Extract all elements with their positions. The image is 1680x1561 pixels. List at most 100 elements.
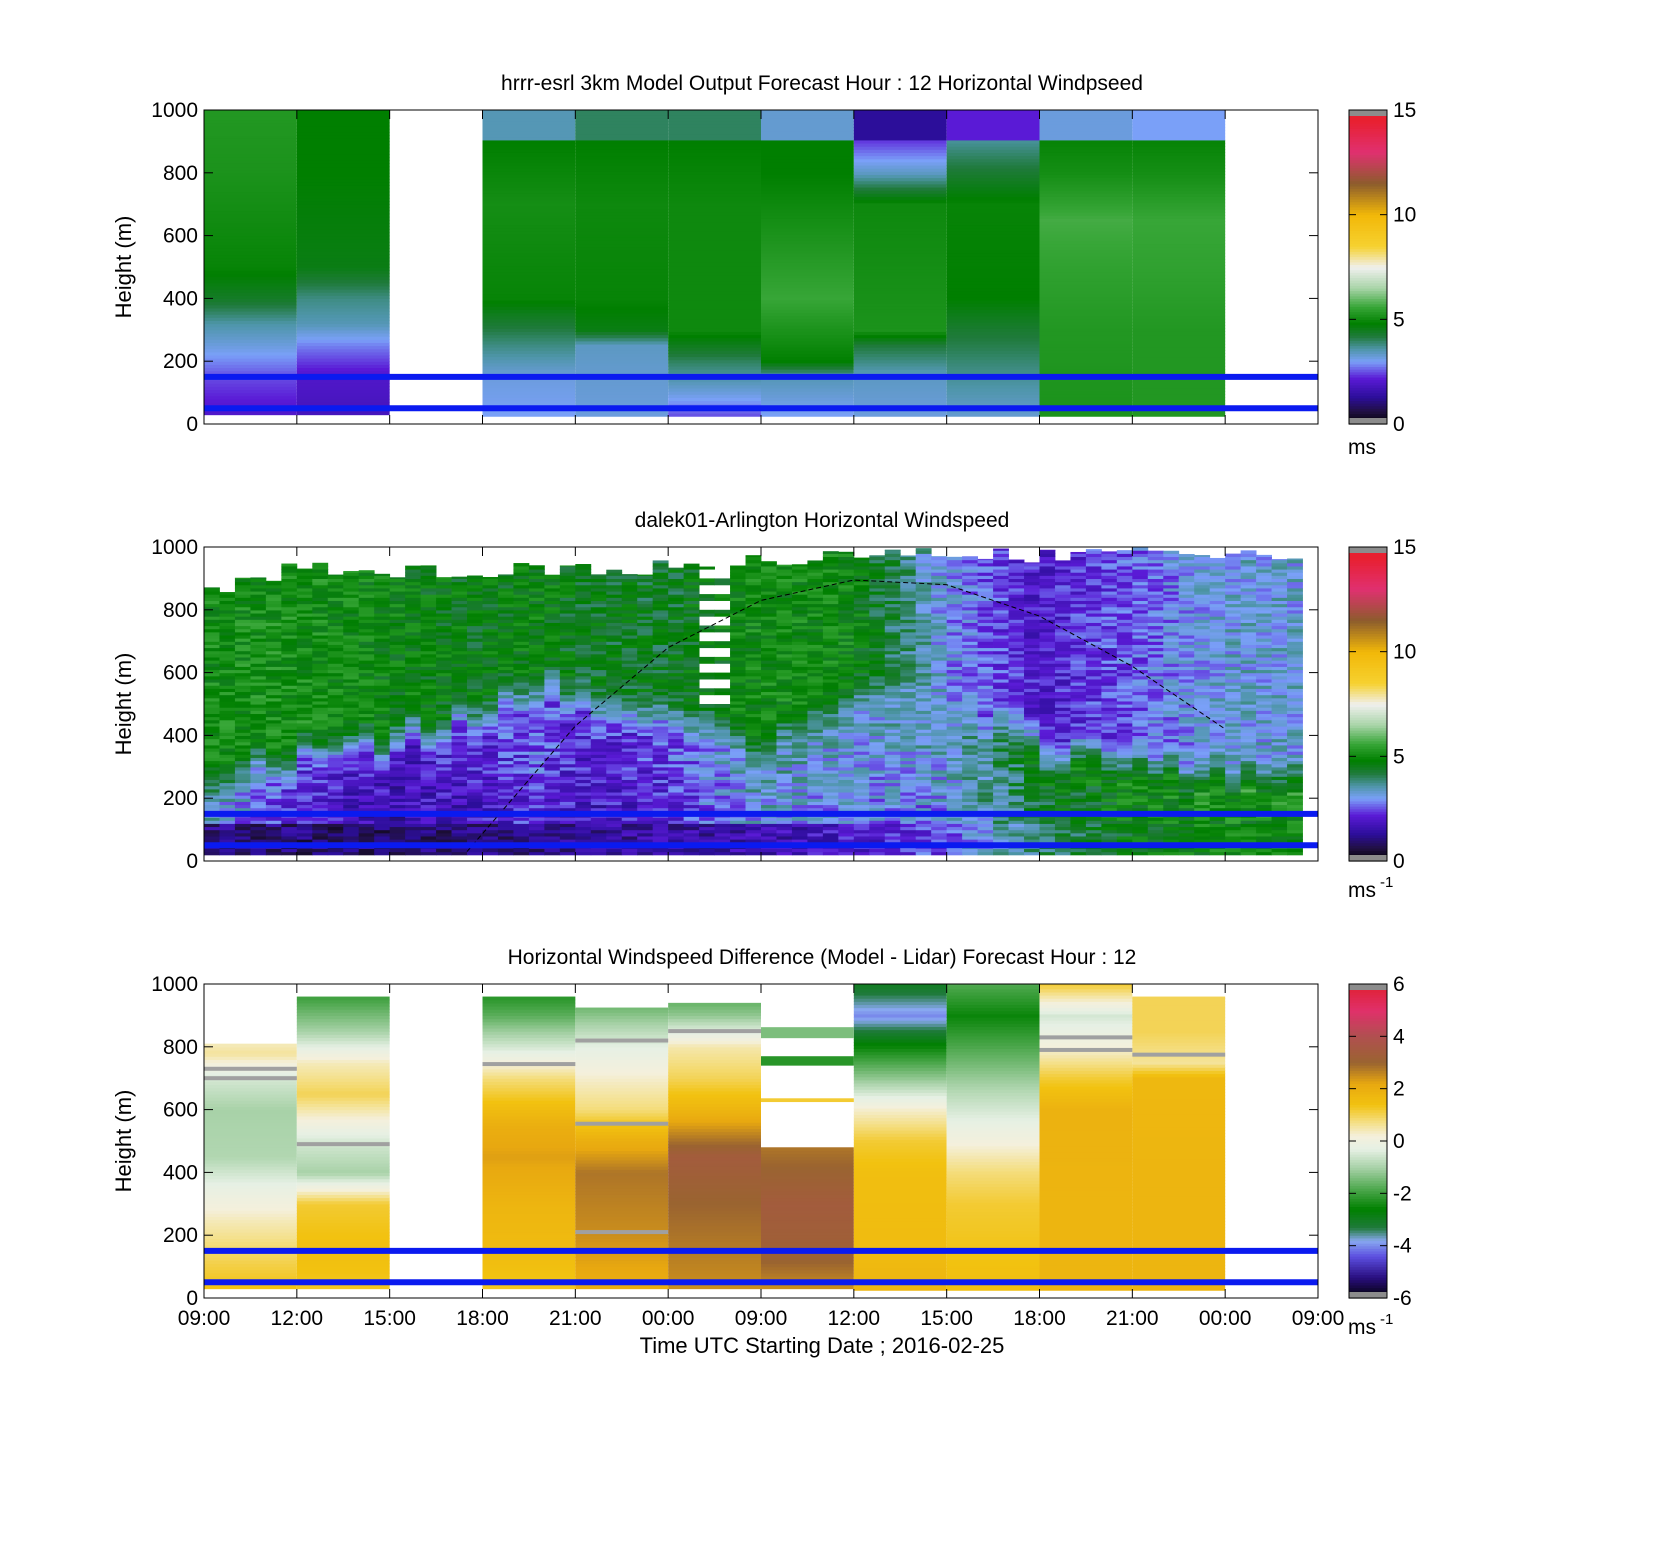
heatmap-cell [807, 600, 824, 605]
heatmap-cell [807, 754, 824, 758]
heatmap-cell [621, 798, 638, 802]
heatmap-cell [497, 779, 514, 784]
heatmap-cell [730, 656, 746, 661]
heatmap-cell [745, 672, 762, 677]
heatmap-cell [1039, 271, 1133, 276]
heatmap-cell [575, 691, 592, 696]
heatmap-cell [281, 732, 298, 736]
heatmap-cell [482, 653, 499, 658]
heatmap-cell [745, 795, 762, 799]
heatmap-cell [807, 562, 824, 567]
heatmap-cell [791, 707, 808, 711]
heatmap-cell [822, 700, 839, 705]
heatmap-cell [296, 223, 390, 227]
heatmap-cell [405, 788, 422, 793]
heatmap-cell [405, 722, 422, 727]
heatmap-cell [204, 666, 220, 671]
heatmap-cell [791, 650, 808, 655]
heatmap-cell [513, 704, 530, 708]
heatmap-cell [265, 820, 282, 824]
heatmap-cell [204, 738, 220, 743]
heatmap-cell [436, 694, 452, 699]
heatmap-cell [296, 326, 390, 331]
heatmap-cell [637, 795, 654, 799]
heatmap-cell [343, 735, 360, 740]
heatmap-cell [265, 678, 282, 683]
heatmap-cell [946, 114, 1040, 119]
heatmap-cell [296, 804, 313, 809]
heatmap-cell [296, 744, 313, 749]
heatmap-cell [420, 741, 437, 746]
heatmap-cell [204, 188, 297, 193]
heatmap-cell [683, 619, 700, 623]
heatmap-cell [497, 725, 514, 730]
heatmap-cell [590, 619, 607, 623]
heatmap-cell [436, 710, 452, 715]
heatmap-cell [420, 565, 437, 567]
heatmap-cell [467, 798, 483, 802]
heatmap-cell [482, 622, 499, 627]
heatmap-cell [699, 716, 715, 721]
heatmap-cell [204, 345, 297, 350]
heatmap-cell [482, 309, 576, 314]
heatmap-cell [296, 172, 390, 177]
heatmap-cell [219, 754, 236, 758]
heatmap-cell [1132, 136, 1226, 141]
heatmap-cell [1132, 340, 1226, 345]
heatmap-cell [946, 127, 1040, 132]
heatmap-cell [575, 384, 669, 389]
heatmap-cell [761, 334, 854, 339]
heatmap-cell [544, 817, 561, 821]
colorbar-segment [1349, 235, 1387, 239]
colorbar-segment [1349, 413, 1387, 417]
heatmap-cell [358, 754, 375, 758]
heatmap-cell [776, 568, 793, 573]
heatmap-cell [358, 638, 375, 642]
heatmap-cell [946, 224, 1040, 229]
heatmap-cell [683, 641, 700, 645]
heatmap-cell [776, 769, 793, 774]
heatmap-cell [497, 590, 514, 595]
heatmap-cell [761, 224, 854, 229]
heatmap-cell [420, 747, 437, 752]
heatmap-cell [204, 754, 220, 758]
colorbar-unit: ms [1348, 436, 1376, 459]
heatmap-cell [590, 590, 607, 595]
heatmap-cell [730, 795, 746, 799]
heatmap-cell [265, 732, 282, 736]
heatmap-cell [451, 685, 468, 689]
heatmap-cell [730, 747, 746, 752]
heatmap-cell [497, 653, 514, 658]
heatmap-cell [946, 400, 1040, 405]
heatmap-cell [296, 760, 313, 765]
heatmap-cell [436, 622, 452, 627]
heatmap-cell [838, 691, 855, 696]
heatmap-cell [281, 631, 298, 636]
heatmap-cell [668, 271, 761, 276]
heatmap-cell [575, 378, 669, 383]
heatmap-cell [575, 256, 669, 260]
colorbar-segment [1349, 363, 1387, 368]
heatmap-cell [714, 785, 731, 790]
heatmap-cell [822, 590, 839, 595]
heatmap-cell [606, 707, 623, 711]
heatmap-cell [838, 660, 855, 664]
heatmap-cell [652, 766, 669, 771]
heatmap-cell [405, 804, 422, 809]
heatmap-cell [482, 600, 499, 605]
heatmap-cell [296, 779, 313, 784]
heatmap-cell [761, 127, 854, 132]
heatmap-cell [312, 804, 329, 809]
heatmap-cell [451, 638, 468, 642]
heatmap-cell [838, 663, 855, 667]
heatmap-cell [389, 826, 406, 831]
heatmap-cell [451, 666, 468, 671]
heatmap-cell [699, 719, 715, 724]
heatmap-cell [219, 603, 236, 608]
heatmap-cell [745, 609, 762, 614]
heatmap-cell [528, 791, 545, 796]
heatmap-cell [590, 773, 607, 777]
heatmap-cell [296, 141, 390, 146]
heatmap-cell [358, 779, 375, 784]
heatmap-cell [761, 196, 854, 201]
